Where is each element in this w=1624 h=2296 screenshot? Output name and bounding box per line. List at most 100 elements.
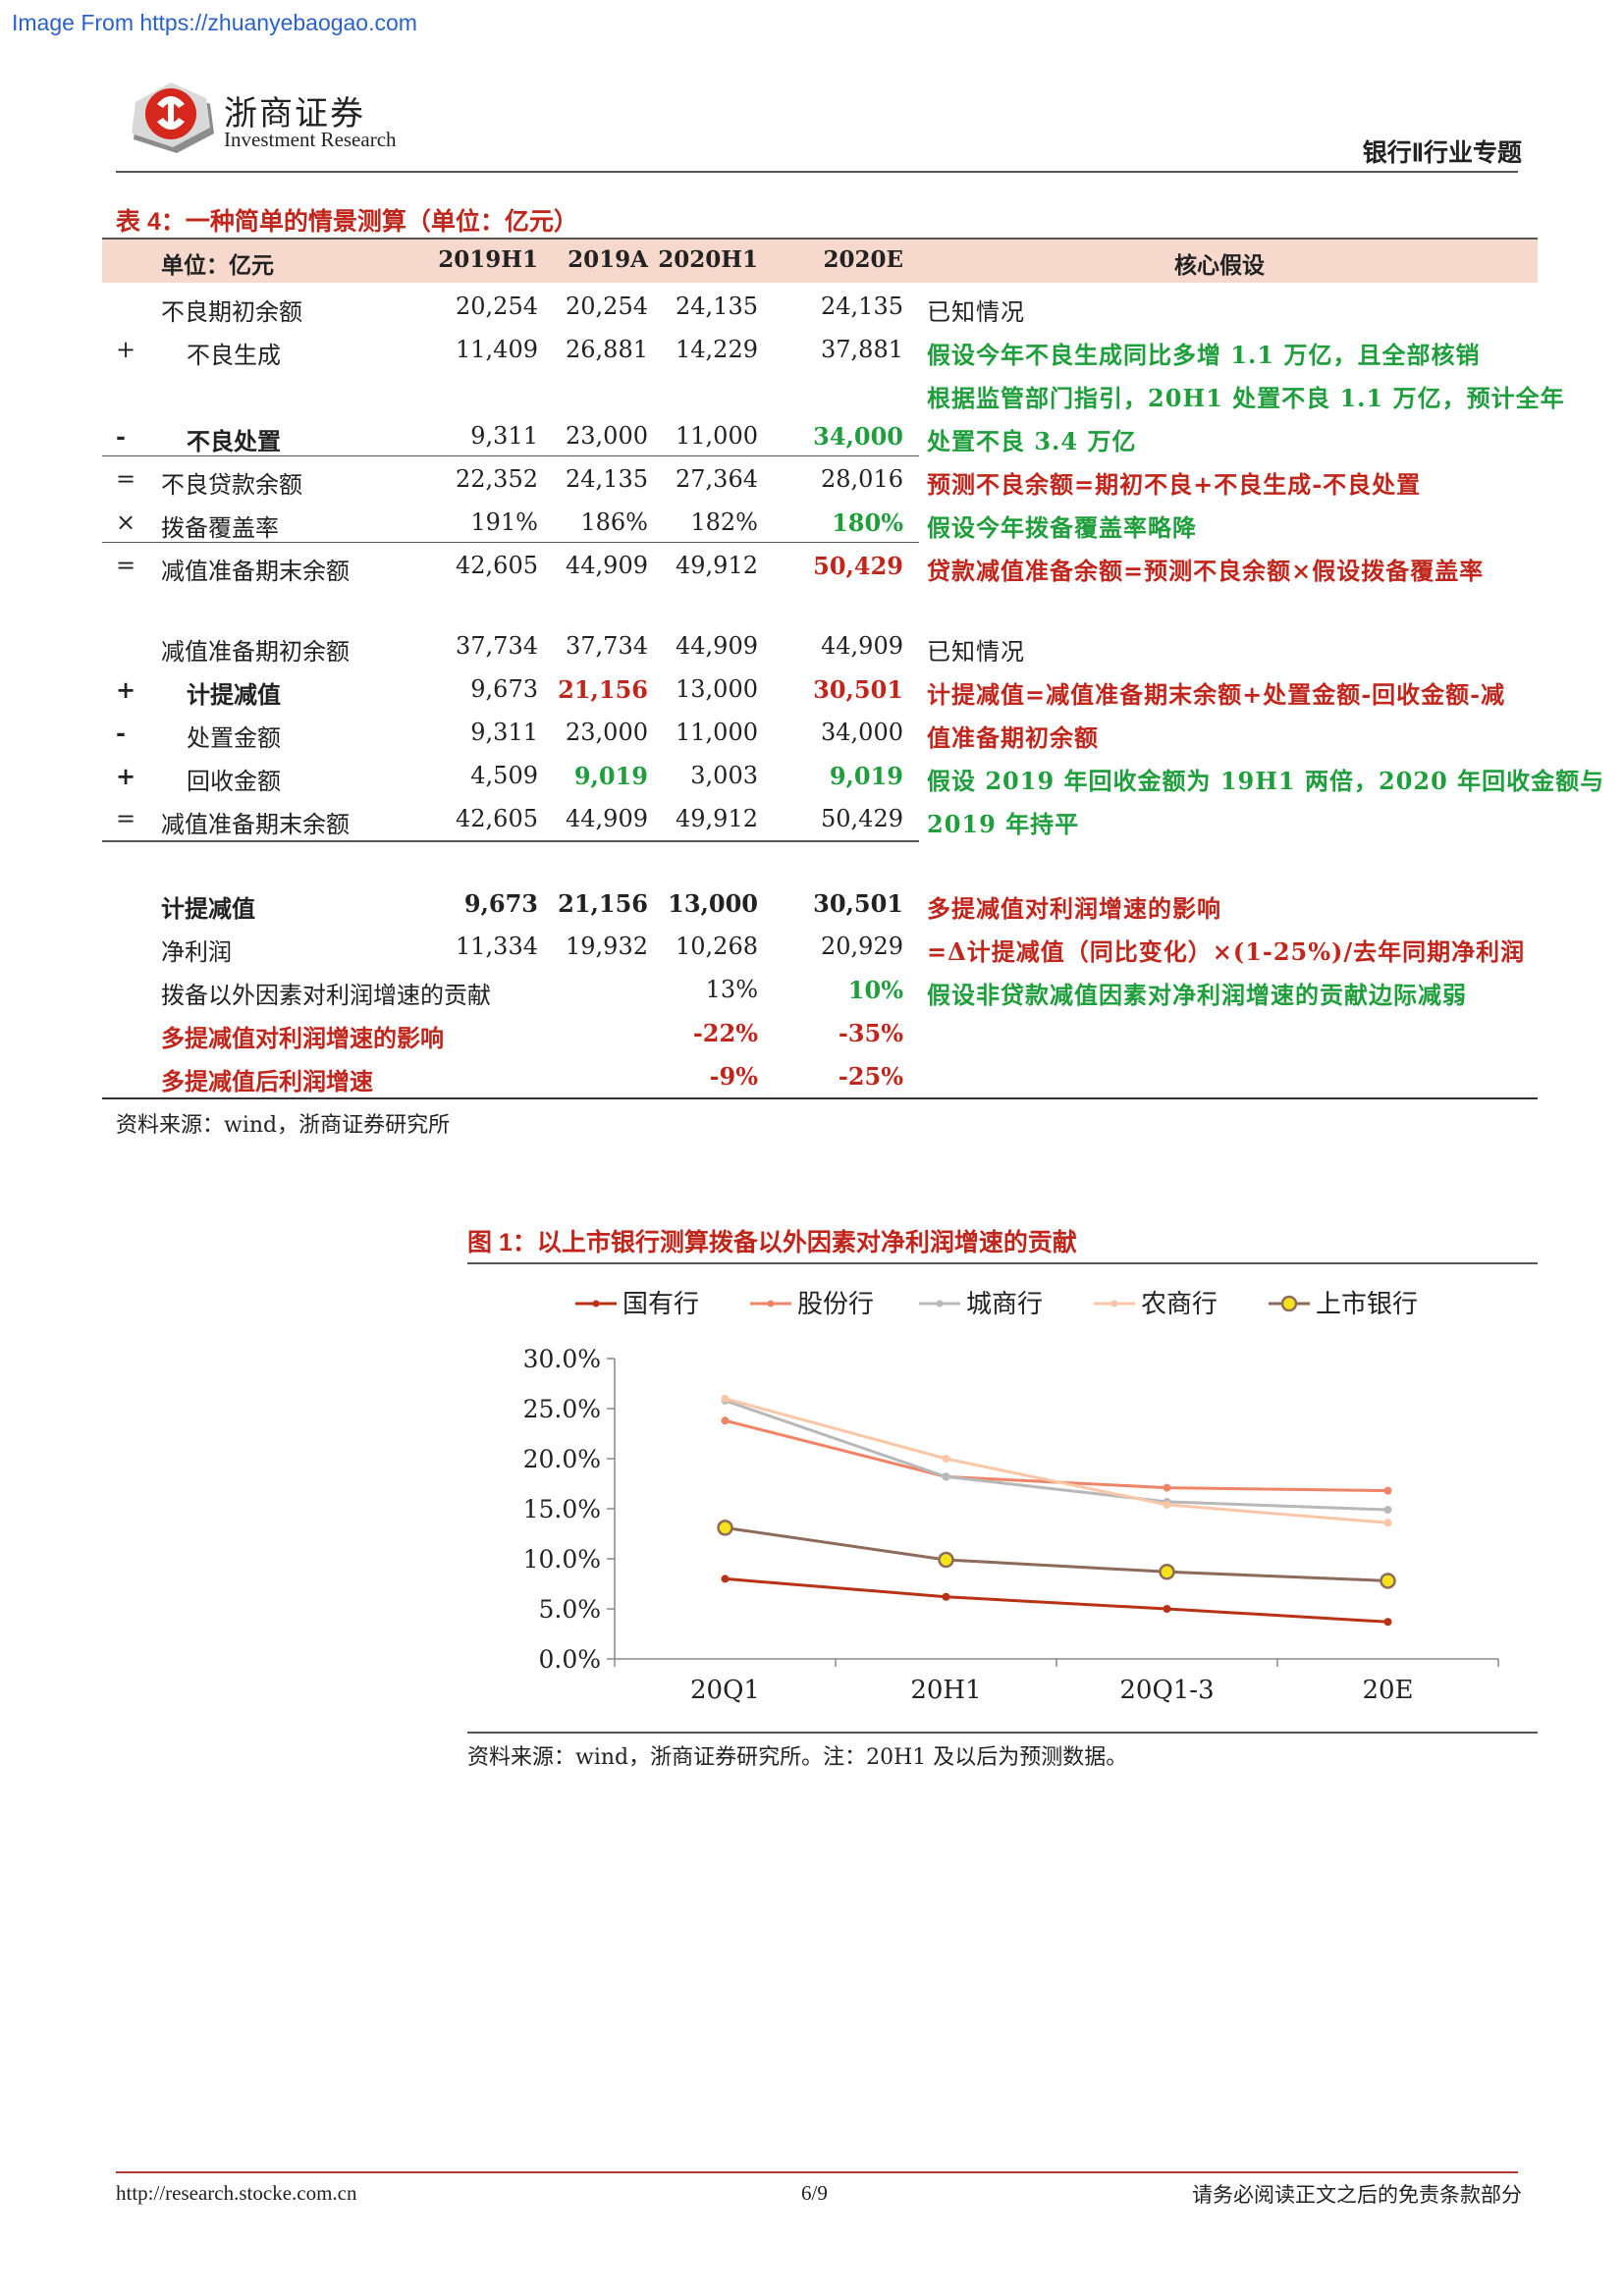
row-operator: + — [116, 336, 136, 363]
series-line-农商行 — [725, 1397, 1388, 1524]
cell-2019a: 19,932 — [566, 933, 648, 960]
cell-2020h1: 13,000 — [668, 889, 758, 918]
row-label: 计提减值 — [187, 680, 281, 709]
data-point — [1383, 1519, 1392, 1527]
cell-2019h1: 191% — [470, 508, 538, 536]
table-header-2020h1: 2020H1 — [658, 246, 758, 273]
cell-2019a: 23,000 — [566, 422, 648, 450]
row-label: 减值准备期末余额 — [161, 811, 350, 838]
series-line-国有行 — [725, 1576, 1388, 1624]
row-label: 净利润 — [161, 938, 232, 966]
legend-label: 股份行 — [797, 1290, 874, 1319]
data-point — [942, 1592, 950, 1601]
cell-2020h1: 24,135 — [676, 293, 758, 320]
cell-2020h1: 3,003 — [690, 762, 758, 789]
table-row: 多提减值对利润增速的影响 -22% -35% — [0, 1011, 1624, 1054]
row-note: 已知情况 — [927, 638, 1025, 666]
legend-marker — [936, 1300, 944, 1308]
cell-2019h1: 9,673 — [463, 889, 538, 918]
row-label: 减值准备期末余额 — [161, 558, 350, 585]
data-point — [938, 1551, 954, 1569]
legend-label: 城商行 — [966, 1290, 1043, 1319]
table-row: - 不良处置 9,311 23,000 11,000 34,000 处置不良 3… — [0, 414, 1624, 457]
cell-2019a: 44,909 — [566, 552, 648, 579]
data-point — [1163, 1605, 1171, 1613]
table-row: - 处置金额 9,311 23,000 11,000 34,000 值准备期初余… — [0, 711, 1624, 754]
cell-2020h1: 11,000 — [676, 719, 758, 746]
legend-label: 农商行 — [1141, 1290, 1218, 1319]
data-point — [1163, 1500, 1171, 1509]
cell-2020e: 44,909 — [821, 632, 903, 660]
cell-2019a: 24,135 — [566, 465, 648, 493]
row-label: 减值准备期初余额 — [161, 638, 350, 666]
cell-2020e: 37,881 — [821, 336, 903, 363]
cell-2020h1: 11,000 — [676, 422, 758, 450]
y-tick-label: 10.0% — [523, 1545, 601, 1574]
row-note: 假设 2019 年回收金额为 19H1 两倍，2020 年回收金额与 — [927, 767, 1605, 795]
cell-2019h1: 9,311 — [470, 719, 538, 746]
table-row: = 不良贷款余额 22,352 24,135 27,364 28,016 预测不… — [0, 457, 1624, 501]
series-line-城商行 — [725, 1399, 1388, 1512]
row-operator: + — [116, 675, 136, 704]
cell-2020h1: 49,912 — [676, 805, 758, 832]
cell-2019a: 26,881 — [566, 336, 648, 363]
table-row: + 计提减值 9,673 21,156 13,000 30,501 计提减值=减… — [0, 667, 1624, 711]
footer-url[interactable]: http://research.stocke.com.cn — [116, 2181, 357, 2205]
row-note: 2019 年持平 — [927, 810, 1080, 838]
x-tick-label: 20H1 — [910, 1676, 981, 1705]
table-row: 净利润 11,334 19,932 10,268 20,929 =Δ计提减值（同… — [0, 925, 1624, 968]
table-top-rule — [102, 238, 1538, 240]
data-point — [942, 1455, 950, 1463]
row-note: 计提减值=减值准备期末余额+处置金额-回收金额-减 — [927, 680, 1506, 709]
table-row: 根据监管部门指引，20H1 处置不良 1.1 万亿，预计全年 — [0, 371, 1624, 414]
source-link[interactable]: Image From https://zhuanyebaogao.com — [12, 10, 417, 35]
cell-2020e: 34,000 — [813, 422, 903, 451]
row-label: 处置金额 — [187, 724, 281, 752]
data-point — [1383, 1506, 1392, 1515]
data-point — [1159, 1564, 1175, 1580]
cell-2020e: 34,000 — [821, 719, 903, 746]
row-label: 多提减值对利润增速的影响 — [161, 1024, 444, 1052]
cell-2020h1: 27,364 — [676, 465, 758, 493]
row-note: 已知情况 — [927, 298, 1025, 326]
cell-2020h1: 49,912 — [676, 552, 758, 579]
cell-2019h1: 37,734 — [456, 632, 538, 660]
cell-2020e: 24,135 — [821, 293, 903, 320]
cell-2020h1: -22% — [692, 1019, 758, 1047]
figure-source: 资料来源：wind，浙商证券研究所。注：20H1 及以后为预测数据。 — [467, 1745, 1128, 1770]
table-row: = 减值准备期末余额 42,605 44,909 49,912 50,429 贷… — [0, 544, 1624, 587]
cell-2020e: 10% — [847, 976, 903, 1004]
row-operator: + — [116, 762, 136, 790]
cell-2019a: 37,734 — [566, 632, 648, 660]
cell-2019h1: 4,509 — [470, 762, 538, 789]
cell-2020e: 20,929 — [821, 933, 903, 960]
table-row: + 不良生成 11,409 26,881 14,229 37,881 假设今年不… — [0, 328, 1624, 371]
table-header-row — [102, 240, 1538, 283]
x-tick-label: 20E — [1362, 1676, 1413, 1705]
cell-2020e: 50,429 — [821, 805, 903, 832]
data-point — [721, 1416, 730, 1425]
data-point — [717, 1520, 733, 1536]
table-row: + 回收金额 4,509 9,019 3,003 9,019 假设 2019 年… — [0, 754, 1624, 797]
figure-top-rule — [467, 1262, 1538, 1264]
row-note: =Δ计提减值（同比变化）×(1-25%)/去年同期净利润 — [927, 937, 1526, 966]
row-note: 假设今年不良生成同比多增 1.1 万亿，且全部核销 — [927, 341, 1481, 369]
table-header-2019a: 2019A — [568, 246, 648, 273]
cell-2020e: -25% — [838, 1062, 903, 1091]
header-divider — [116, 171, 1518, 173]
row-note: 多提减值对利润增速的影响 — [927, 894, 1221, 923]
row-divider — [102, 840, 919, 842]
figure-bottom-rule — [467, 1732, 1538, 1734]
cell-2019h1: 20,254 — [456, 293, 538, 320]
logo-cn-name: 浙商证券 — [224, 94, 365, 133]
table-row: 多提减值后利润增速 -9% -25% — [0, 1054, 1624, 1097]
table-bottom-rule — [102, 1097, 1538, 1099]
table-row: = 减值准备期末余额 42,605 44,909 49,912 50,429 2… — [0, 797, 1624, 840]
table-source: 资料来源：wind，浙商证券研究所 — [116, 1113, 451, 1138]
table-header-2020e: 2020E — [823, 246, 903, 273]
row-divider — [102, 542, 919, 543]
cell-2019a: 23,000 — [566, 719, 648, 746]
row-operator: - — [116, 719, 126, 747]
y-tick-label: 25.0% — [523, 1395, 601, 1423]
y-tick-label: 5.0% — [538, 1595, 601, 1624]
